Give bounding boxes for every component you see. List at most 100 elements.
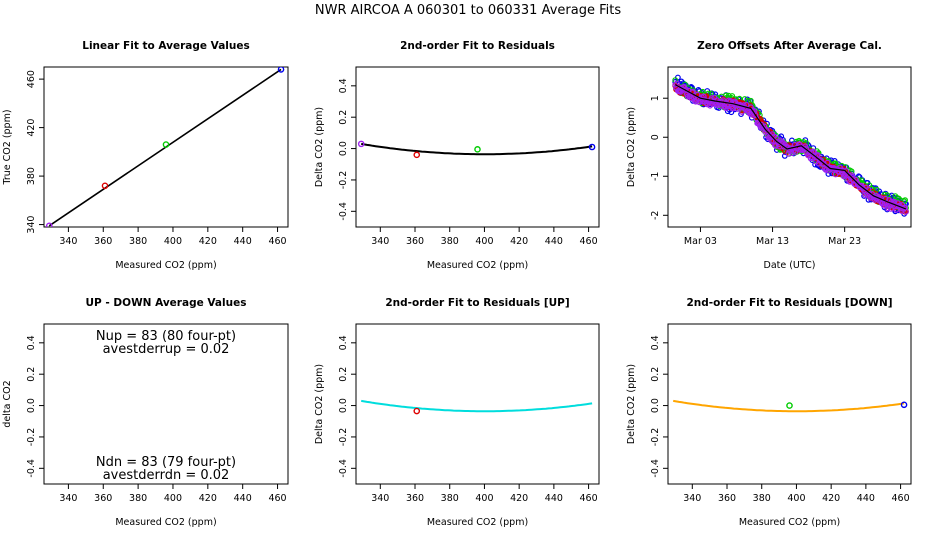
y-axis-label: Delta CO2 (ppm) xyxy=(626,364,637,444)
offset-point xyxy=(887,205,894,212)
panel-p4: UP - DOWN Average Values 340 360 380 400 420 4… xyxy=(2,297,289,528)
data-point xyxy=(162,141,170,148)
x-tick-label: 380 xyxy=(441,493,459,504)
y-axis-label: delta CO2 xyxy=(2,380,13,427)
x-tick-label: 460 xyxy=(268,493,286,504)
x-tick-label: 400 xyxy=(164,493,182,504)
x-tick-label: 420 xyxy=(822,493,840,504)
x-tick-label: 440 xyxy=(234,493,252,504)
x-tick-label: Mar 23 xyxy=(828,236,861,247)
y-tick-label: 0.0 xyxy=(26,398,37,413)
annotation-avestderrup: avestderrup = 0.02 xyxy=(103,342,230,357)
data-group xyxy=(45,67,285,227)
x-tick-label: 360 xyxy=(406,236,424,247)
annotation-nup: Nup = 83 (80 four-pt) xyxy=(96,329,236,344)
x-tick-label: 420 xyxy=(510,493,528,504)
x-tick-label: 400 xyxy=(164,236,182,247)
y-tick-label: 0.2 xyxy=(26,367,37,382)
y-tick-label: -0.2 xyxy=(26,428,37,447)
x-tick-label: 440 xyxy=(234,236,252,247)
fit-curve xyxy=(673,399,905,413)
y-tick-label: 0.4 xyxy=(650,335,661,350)
x-tick-label: 340 xyxy=(371,493,389,504)
x-tick-label: 440 xyxy=(545,493,563,504)
y-tick-label: 0.4 xyxy=(338,78,349,93)
plot-frame xyxy=(667,66,912,228)
x-tick-label: 360 xyxy=(94,493,112,504)
figure-main-title: NWR AIRCOA A 060301 to 060331 Average Fi… xyxy=(315,3,621,18)
panel-p6: 2nd-order Fit to Residuals [DOWN] 340 360 3… xyxy=(626,297,912,528)
x-tick-label: 340 xyxy=(59,236,77,247)
offset-point xyxy=(739,109,745,115)
x-axis-label: Measured CO2 (ppm) xyxy=(427,517,528,528)
y-tick-label: 380 xyxy=(26,167,37,185)
annotation-ndn: Ndn = 83 (79 four-pt) xyxy=(96,455,236,470)
panel-title: Zero Offsets After Average Cal. xyxy=(697,40,882,52)
x-tick-label: 360 xyxy=(718,493,736,504)
y-tick-label: -0.2 xyxy=(650,428,661,447)
data-point xyxy=(277,67,285,73)
y-tick-label: 420 xyxy=(26,119,37,137)
x-tick-label: 340 xyxy=(371,236,389,247)
panel-title: UP - DOWN Average Values xyxy=(86,297,247,309)
x-tick-label: 460 xyxy=(580,493,598,504)
x-tick-label: 440 xyxy=(545,236,563,247)
x-axis-label: Date (UTC) xyxy=(764,260,816,271)
fit-curve xyxy=(361,142,593,156)
x-tick-label: 400 xyxy=(475,236,493,247)
x-tick-label: 400 xyxy=(475,493,493,504)
offset-point xyxy=(903,208,909,215)
y-tick-label: 0.4 xyxy=(338,335,349,350)
x-axis-label: Measured CO2 (ppm) xyxy=(115,517,216,528)
y-tick-label: 0.2 xyxy=(338,110,349,125)
panel-title: 2nd-order Fit to Residuals [UP] xyxy=(385,297,569,309)
plot-frame xyxy=(43,323,289,485)
offset-point xyxy=(814,152,821,158)
y-tick-label: 0.0 xyxy=(650,398,661,413)
offset-point xyxy=(824,159,831,166)
panel-p3: Zero Offsets After Average Cal. Mar 03 Mar… xyxy=(626,40,912,271)
y-tick-label: 0.2 xyxy=(650,367,661,382)
offset-point xyxy=(752,112,759,119)
y-tick-label: 0.0 xyxy=(338,398,349,413)
y-tick-label: -0.4 xyxy=(26,459,37,478)
data-point xyxy=(413,151,421,159)
x-axis-label: Measured CO2 (ppm) xyxy=(427,260,528,271)
y-tick-label: -0.4 xyxy=(338,459,349,478)
x-tick-label: 380 xyxy=(129,236,147,247)
panels-group: Linear Fit to Average Values 340 360 380 400… xyxy=(2,40,912,528)
y-tick-label: 0 xyxy=(650,134,661,140)
y-tick-label: -0.2 xyxy=(338,171,349,190)
y-axis-label: Delta CO2 (ppm) xyxy=(626,107,637,187)
x-tick-label: 340 xyxy=(683,493,701,504)
panel-title: Linear Fit to Average Values xyxy=(82,40,250,52)
x-tick-label: 420 xyxy=(510,236,528,247)
plot-frame xyxy=(43,66,289,228)
offset-point xyxy=(709,101,716,107)
panel-title: 2nd-order Fit to Residuals xyxy=(400,40,555,52)
x-tick-label: 420 xyxy=(199,236,217,247)
data-point xyxy=(474,146,481,153)
data-point xyxy=(588,143,596,151)
x-tick-label: 420 xyxy=(199,493,217,504)
y-axis-label: Delta CO2 (ppm) xyxy=(314,107,325,187)
x-tick-label: 380 xyxy=(441,236,459,247)
x-tick-label: 360 xyxy=(406,493,424,504)
x-tick-label: 380 xyxy=(129,493,147,504)
offset-point xyxy=(902,197,908,204)
x-tick-label: Mar 13 xyxy=(756,236,789,247)
fit-curve xyxy=(361,399,593,413)
x-axis-label: Measured CO2 (ppm) xyxy=(739,517,840,528)
data-group xyxy=(672,74,909,217)
y-tick-label: 1 xyxy=(650,95,661,101)
panel-p5: 2nd-order Fit to Residuals [UP] 340 360 380… xyxy=(314,297,600,528)
data-group xyxy=(357,140,596,159)
data-point xyxy=(786,402,793,409)
y-tick-label: 0.0 xyxy=(338,141,349,156)
x-tick-label: 380 xyxy=(753,493,771,504)
data-point xyxy=(413,407,421,415)
x-tick-label: 460 xyxy=(268,236,286,247)
y-tick-label: -1 xyxy=(650,172,661,181)
panel-p2: 2nd-order Fit to Residuals 340 360 380 400 42… xyxy=(314,40,600,271)
